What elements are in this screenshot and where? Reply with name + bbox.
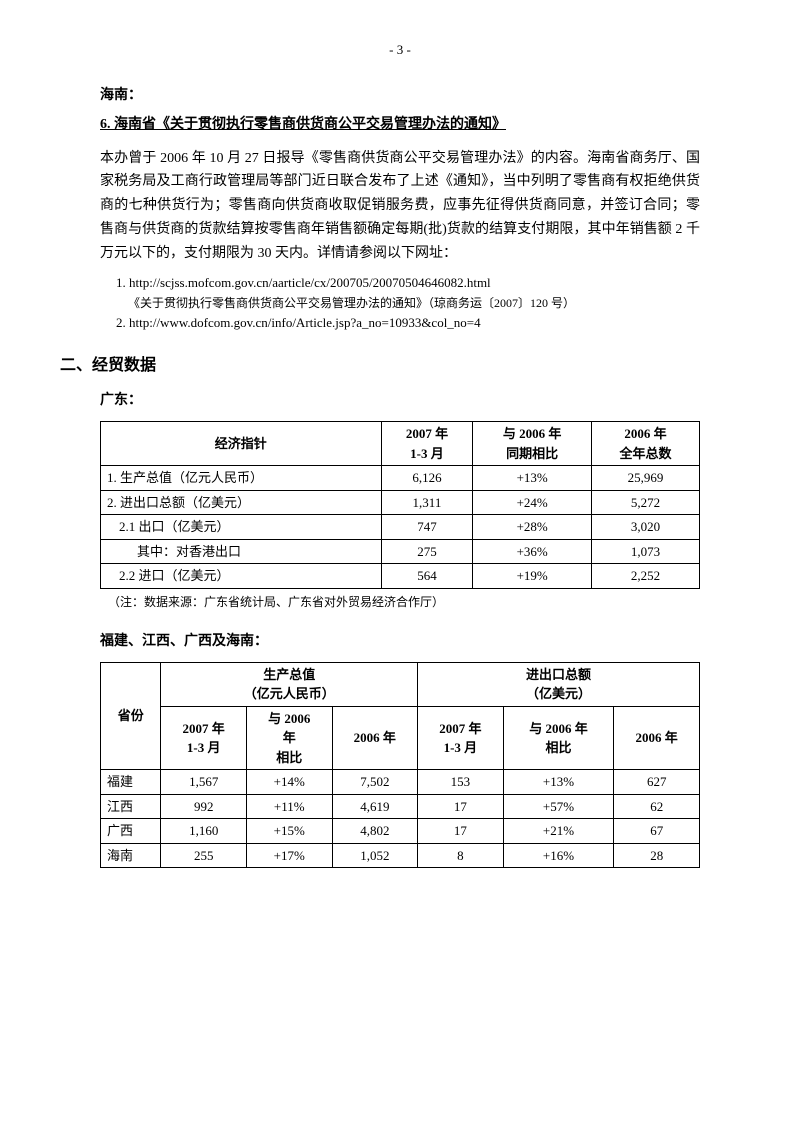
table-cell: 67 xyxy=(614,819,700,844)
table-cell: +16% xyxy=(503,843,614,868)
table-header: 2007 年1-3 月 xyxy=(381,422,473,466)
table-cell: +11% xyxy=(246,794,332,819)
reference-2: 2. http://www.dofcom.gov.cn/info/Article… xyxy=(116,313,700,334)
table-cell: 62 xyxy=(614,794,700,819)
table-cell: 海南 xyxy=(101,843,161,868)
table-cell: 1. 生产总值（亿元人民币） xyxy=(101,466,382,491)
table-row: 2.1 出口（亿美元）747+28%3,020 xyxy=(101,515,700,540)
table-subheader: 2006 年 xyxy=(614,706,700,770)
table-cell: +28% xyxy=(473,515,592,540)
table-header: 进出口总额（亿美元） xyxy=(418,662,700,706)
table-row: 海南255+17%1,0528+16%28 xyxy=(101,843,700,868)
table-cell: 5,272 xyxy=(592,490,700,515)
table-cell: 7,502 xyxy=(332,770,418,795)
table-row: 广西1,160+15%4,80217+21%67 xyxy=(101,819,700,844)
table-cell: 1,311 xyxy=(381,490,473,515)
table-row: 2. 进出口总额（亿美元）1,311+24%5,272 xyxy=(101,490,700,515)
table-cell: 275 xyxy=(381,539,473,564)
hainan-paragraph: 本办曾于 2006 年 10 月 27 日报导《零售商供货商公平交易管理办法》的… xyxy=(100,147,700,266)
others-table: 省份生产总值（亿元人民币）进出口总额（亿美元）2007 年1-3 月与 2006… xyxy=(100,662,700,869)
table-cell: 28 xyxy=(614,843,700,868)
table-header: 生产总值（亿元人民币） xyxy=(161,662,418,706)
table-cell: 564 xyxy=(381,564,473,589)
table-row: 2.2 进口（亿美元）564+19%2,252 xyxy=(101,564,700,589)
table-subheader: 2007 年1-3 月 xyxy=(418,706,504,770)
table-cell: 1,052 xyxy=(332,843,418,868)
table-header: 经济指针 xyxy=(101,422,382,466)
table-cell: +57% xyxy=(503,794,614,819)
table-cell: 4,619 xyxy=(332,794,418,819)
table-cell: 2. 进出口总额（亿美元） xyxy=(101,490,382,515)
table-row: 福建1,567+14%7,502153+13%627 xyxy=(101,770,700,795)
table-cell: 1,073 xyxy=(592,539,700,564)
hainan-item-heading: 6. 海南省《关于贯彻执行零售商供货商公平交易管理办法的通知》 xyxy=(100,114,740,135)
table-cell: 255 xyxy=(161,843,247,868)
table-row: 1. 生产总值（亿元人民币）6,126+13%25,969 xyxy=(101,466,700,491)
table-subheader: 与 2006 年相比 xyxy=(503,706,614,770)
table-cell: 1,567 xyxy=(161,770,247,795)
table-cell: +15% xyxy=(246,819,332,844)
table-cell: 8 xyxy=(418,843,504,868)
table-cell: 4,802 xyxy=(332,819,418,844)
hainan-region-label: 海南： xyxy=(100,85,740,106)
table-cell: +17% xyxy=(246,843,332,868)
table-cell: 广西 xyxy=(101,819,161,844)
table-cell: 153 xyxy=(418,770,504,795)
table-cell: +19% xyxy=(473,564,592,589)
table-cell: 25,969 xyxy=(592,466,700,491)
page-number: - 3 - xyxy=(60,40,740,60)
table-header: 省份 xyxy=(101,662,161,770)
table-cell: +36% xyxy=(473,539,592,564)
table-cell: 17 xyxy=(418,794,504,819)
table-cell: +13% xyxy=(503,770,614,795)
reference-1-note: 《关于贯彻执行零售商供货商公平交易管理办法的通知》（琼商务运〔2007〕120 … xyxy=(128,294,700,313)
guangdong-table-note: （注：数据来源：广东省统计局、广东省对外贸易经济合作厅） xyxy=(108,593,700,611)
table-subheader: 2007 年1-3 月 xyxy=(161,706,247,770)
table-cell: +13% xyxy=(473,466,592,491)
table-cell: +24% xyxy=(473,490,592,515)
table-subheader: 2006 年 xyxy=(332,706,418,770)
guangdong-table: 经济指针2007 年1-3 月与 2006 年同期相比2006 年全年总数1. … xyxy=(100,421,700,589)
others-label: 福建、江西、广西及海南： xyxy=(100,631,740,652)
table-cell: 3,020 xyxy=(592,515,700,540)
table-cell: 2.1 出口（亿美元） xyxy=(101,515,382,540)
table-cell: 17 xyxy=(418,819,504,844)
table-header: 2006 年全年总数 xyxy=(592,422,700,466)
main-section-title: 二、经贸数据 xyxy=(60,354,740,378)
table-cell: 6,126 xyxy=(381,466,473,491)
table-cell: 627 xyxy=(614,770,700,795)
table-cell: 992 xyxy=(161,794,247,819)
table-cell: +21% xyxy=(503,819,614,844)
reference-list: 1. http://scjss.mofcom.gov.cn/aarticle/c… xyxy=(116,273,700,334)
table-cell: 1,160 xyxy=(161,819,247,844)
table-header: 与 2006 年同期相比 xyxy=(473,422,592,466)
table-row: 其中：对香港出口275+36%1,073 xyxy=(101,539,700,564)
table-cell: 福建 xyxy=(101,770,161,795)
table-cell: 其中：对香港出口 xyxy=(101,539,382,564)
table-subheader: 与 2006年相比 xyxy=(246,706,332,770)
table-cell: 江西 xyxy=(101,794,161,819)
reference-1: 1. http://scjss.mofcom.gov.cn/aarticle/c… xyxy=(116,273,700,294)
guangdong-label: 广东： xyxy=(100,390,740,411)
table-row: 江西992+11%4,61917+57%62 xyxy=(101,794,700,819)
table-cell: 747 xyxy=(381,515,473,540)
table-cell: +14% xyxy=(246,770,332,795)
table-cell: 2.2 进口（亿美元） xyxy=(101,564,382,589)
table-cell: 2,252 xyxy=(592,564,700,589)
